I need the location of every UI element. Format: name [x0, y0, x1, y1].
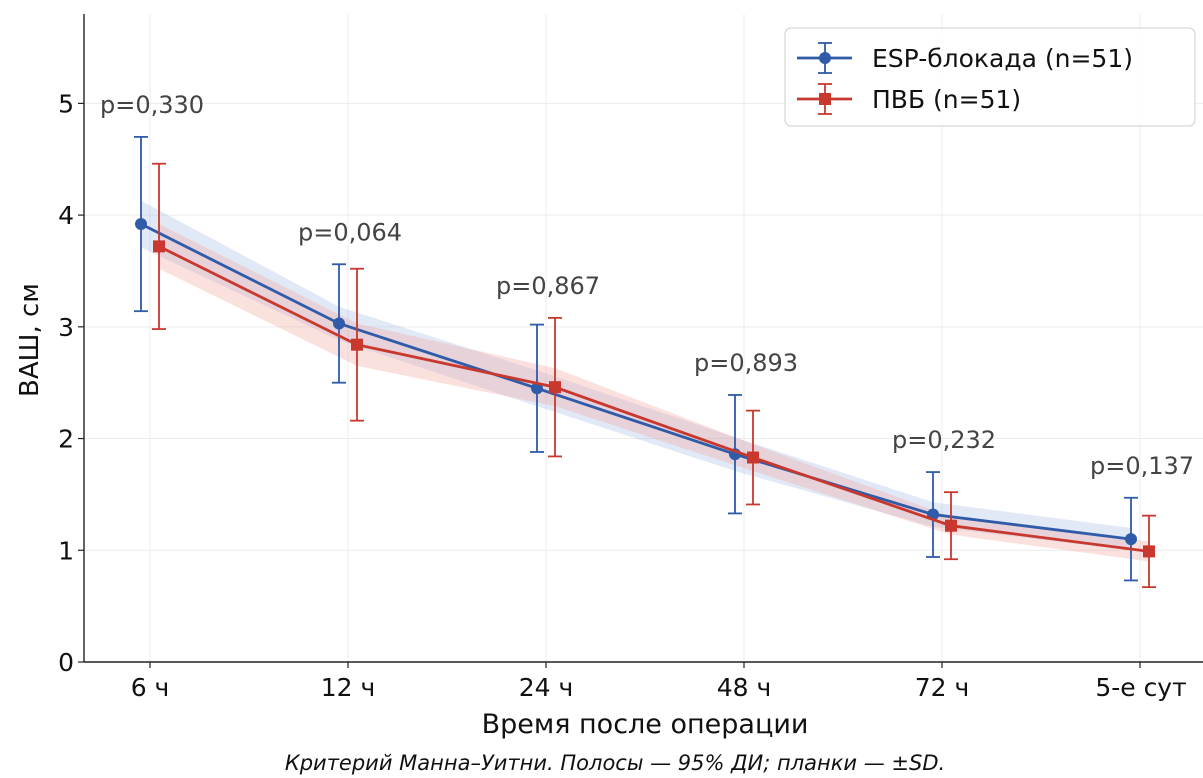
y-tick-label: 2: [58, 425, 74, 454]
data-point: [1125, 533, 1137, 546]
data-point: [945, 519, 957, 532]
series-line-1: [140, 222, 1132, 541]
p-value-label: p=0,137: [1090, 452, 1194, 480]
series-layer: [134, 135, 1156, 589]
x-tick-label: 72 ч: [915, 673, 970, 702]
legend-label: ПВБ (n=51): [872, 85, 1021, 114]
x-tick-label: 5-е сут: [1095, 673, 1186, 702]
x-tick-label: 6 ч: [131, 673, 170, 702]
y-tick-label: 0: [58, 648, 74, 677]
footnote: Критерий Манна–Уитни. Полосы — 95% ДИ; п…: [285, 751, 945, 775]
ci-band-series-1: [141, 200, 1131, 551]
p-value-label: p=0,893: [694, 349, 798, 377]
data-point: [135, 218, 147, 231]
y-axis-label: ВАШ, см: [15, 283, 45, 397]
p-value-annotations: p=0,330 p=0,064 p=0,867 p=0,893 p=0,232 p=0,1…: [100, 91, 1194, 480]
series-line-2: [158, 245, 1150, 553]
ci-band-series-2: [159, 224, 1149, 562]
data-point: [747, 451, 759, 464]
y-tick-label: 4: [58, 201, 74, 230]
legend[interactable]: ESP-блокада (n=51) ПВБ (n=51): [784, 27, 1196, 127]
p-value-label: p=0,867: [496, 272, 600, 300]
y-tick-label: 3: [58, 313, 74, 342]
data-point: [1143, 545, 1155, 558]
x-tick-label: 12 ч: [321, 673, 376, 702]
x-tick-label: 24 ч: [519, 673, 574, 702]
x-axis-label: Время после операции: [482, 709, 809, 740]
data-point: [333, 317, 345, 330]
y-tick-label: 1: [58, 536, 74, 565]
axes: 0 1 2 3 4 5 6 ч 12 ч 24 ч 48 ч 72 ч 5-е сут: [58, 14, 1203, 702]
legend-box: [784, 27, 1196, 127]
data-point: [351, 338, 363, 351]
confidence-bands: [141, 200, 1149, 562]
p-value-label: p=0,232: [892, 426, 996, 454]
legend-marker: [819, 52, 831, 64]
p-value-label: p=0,330: [100, 91, 204, 119]
data-point: [549, 381, 561, 394]
legend-label: ESP-блокада (n=51): [872, 44, 1133, 73]
y-tick-label: 5: [58, 89, 74, 118]
data-point: [153, 240, 165, 253]
legend-marker: [819, 93, 831, 105]
x-tick-label: 48 ч: [717, 673, 772, 702]
p-value-label: p=0,064: [298, 218, 402, 246]
